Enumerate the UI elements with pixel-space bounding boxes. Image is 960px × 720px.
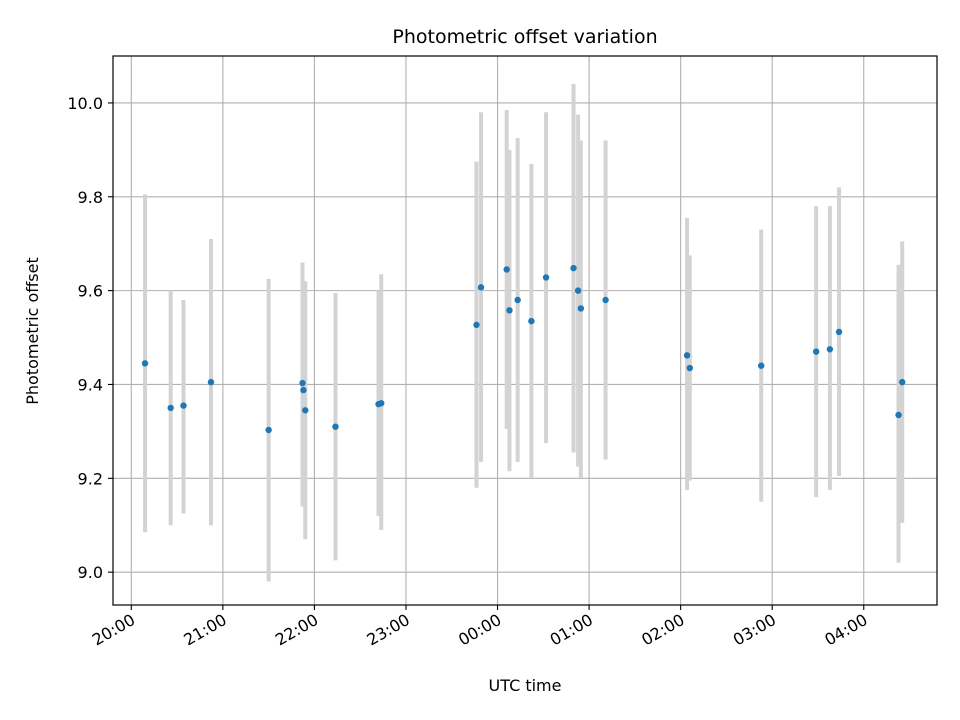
data-point bbox=[578, 305, 584, 311]
data-point bbox=[895, 412, 901, 418]
x-axis-ticks: 20:00 21:00 22:00 23:00 00:00 01:00 02:00 03:00… bbox=[89, 605, 871, 650]
data-point bbox=[478, 284, 484, 290]
data-point bbox=[378, 400, 384, 406]
x-tick-label: 23:00 bbox=[364, 610, 413, 650]
data-point bbox=[758, 362, 764, 368]
chart-title: Photometric offset variation bbox=[392, 26, 657, 48]
data-point bbox=[208, 379, 214, 385]
x-tick-label: 20:00 bbox=[89, 610, 138, 650]
y-tick-label: 10.0 bbox=[67, 94, 103, 113]
data-point bbox=[142, 360, 148, 366]
y-axis-ticks: 9.0 9.2 9.4 9.6 9.8 10.0 bbox=[67, 94, 113, 582]
y-tick-label: 9.2 bbox=[78, 469, 103, 488]
data-point bbox=[687, 365, 693, 371]
y-axis-label: Photometric offset bbox=[23, 257, 42, 405]
x-tick-label: 00:00 bbox=[455, 610, 504, 650]
x-tick-label: 21:00 bbox=[180, 610, 229, 650]
data-point bbox=[528, 318, 534, 324]
data-point bbox=[332, 423, 338, 429]
x-axis-label: UTC time bbox=[489, 676, 562, 695]
y-tick-label: 9.8 bbox=[78, 188, 103, 207]
plot-frame bbox=[113, 56, 937, 605]
data-point bbox=[602, 297, 608, 303]
grid-lines bbox=[113, 56, 937, 605]
x-tick-label: 22:00 bbox=[272, 610, 321, 650]
data-point bbox=[575, 287, 581, 293]
data-point bbox=[836, 329, 842, 335]
y-tick-label: 9.6 bbox=[78, 282, 103, 301]
y-tick-label: 9.4 bbox=[78, 375, 103, 394]
data-point bbox=[265, 427, 271, 433]
error-bars bbox=[145, 84, 902, 581]
data-point bbox=[543, 274, 549, 280]
data-point bbox=[813, 348, 819, 354]
x-tick-label: 04:00 bbox=[821, 610, 870, 650]
y-tick-label: 9.0 bbox=[78, 563, 103, 582]
data-point bbox=[899, 379, 905, 385]
data-point bbox=[302, 407, 308, 413]
data-point bbox=[300, 387, 306, 393]
data-point bbox=[827, 346, 833, 352]
data-point bbox=[503, 266, 509, 272]
data-point bbox=[167, 405, 173, 411]
x-tick-label: 01:00 bbox=[547, 610, 596, 650]
data-point bbox=[570, 265, 576, 271]
data-point bbox=[299, 380, 305, 386]
data-point bbox=[684, 352, 690, 358]
data-point bbox=[514, 297, 520, 303]
data-point bbox=[473, 322, 479, 328]
data-point bbox=[180, 402, 186, 408]
x-tick-label: 03:00 bbox=[730, 610, 779, 650]
x-tick-label: 02:00 bbox=[638, 610, 687, 650]
data-point bbox=[506, 307, 512, 313]
